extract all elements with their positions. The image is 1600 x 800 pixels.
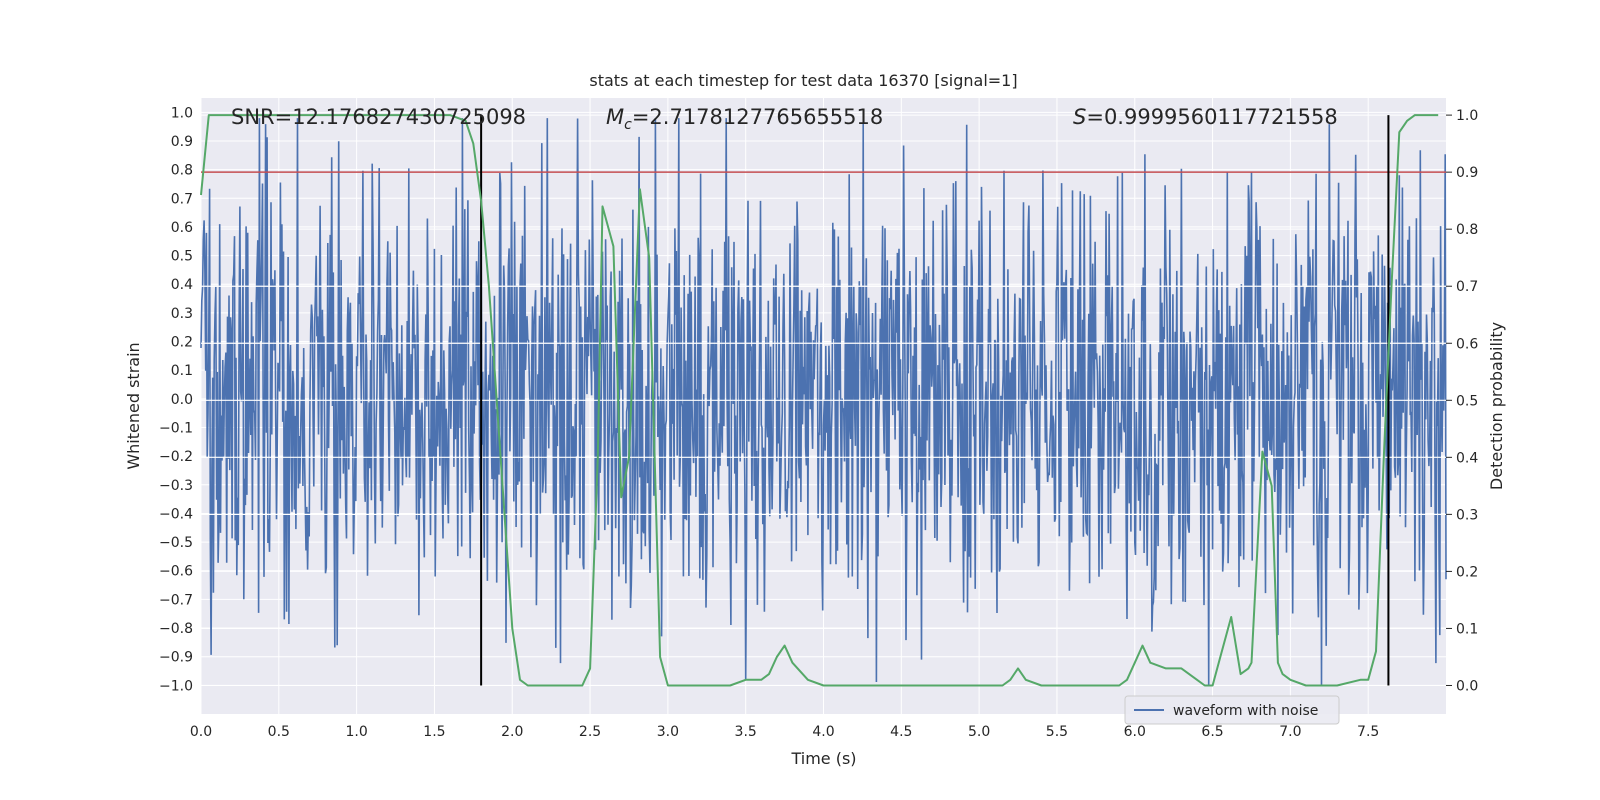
y-tick-label: −0.3 xyxy=(159,478,193,494)
chart-marks xyxy=(200,114,1447,687)
legend: waveform with noise xyxy=(1124,695,1340,725)
y-tick-label: 0.9 xyxy=(171,134,193,150)
x-tick-label: 4.0 xyxy=(812,724,834,740)
legend-box xyxy=(1124,695,1340,725)
chirp-mass-annotation: Mc=2.7178127765655518 xyxy=(606,105,883,133)
y-tick-label: −0.4 xyxy=(159,506,193,522)
score-symbol: S xyxy=(1073,105,1086,129)
y2-tick-label: 0.0 xyxy=(1456,678,1478,694)
y2-tick-label: 0.4 xyxy=(1456,450,1478,466)
y2-tick-label: 0.2 xyxy=(1456,564,1478,580)
y-tick-label: 0.8 xyxy=(171,163,193,179)
score-annotation: S=0.9999560117721558 xyxy=(1073,105,1338,129)
x-tick-label: 3.5 xyxy=(735,724,757,740)
chirp-mass-subscript: c xyxy=(624,117,632,133)
x-tick-label: 1.5 xyxy=(423,724,445,740)
y-tick-label: −0.2 xyxy=(159,449,193,465)
x-tick-label: 5.0 xyxy=(968,724,990,740)
y-tick-label: −1.0 xyxy=(159,678,193,694)
y-tick-label: 0.5 xyxy=(171,249,193,265)
y2-tick-label: 0.8 xyxy=(1456,222,1478,238)
axes: 0.0 0.5 1.0 1.5 2.0 2.5 3.0 3.5 4.0 4.5 5.0 5.5 6.0 6… xyxy=(159,105,1478,740)
chirp-mass-value: =2.7178127765655518 xyxy=(632,105,883,129)
x-tick-label: 0.5 xyxy=(268,724,290,740)
chirp-mass-symbol: M xyxy=(606,105,624,129)
y-tick-label: −0.6 xyxy=(159,564,193,580)
y-tick-label: 1.0 xyxy=(171,105,193,121)
y-tick-label: 0.4 xyxy=(171,277,193,293)
y2-tick-label: 0.3 xyxy=(1456,507,1478,523)
waveform-with-noise-series xyxy=(200,118,1447,686)
x-tick-label: 0.0 xyxy=(190,724,212,740)
x-axis-label: Time (s) xyxy=(790,749,856,768)
y-tick-label: 0.0 xyxy=(171,392,193,408)
y-tick-label: 0.1 xyxy=(171,363,193,379)
y2-axis-label: Detection probability xyxy=(1487,322,1506,490)
y2-tick-label: 0.5 xyxy=(1456,393,1478,409)
y2-tick-label: 0.7 xyxy=(1456,279,1478,295)
y-tick-label: 0.3 xyxy=(171,306,193,322)
x-tick-label: 6.5 xyxy=(1201,724,1223,740)
x-tick-label: 5.5 xyxy=(1046,724,1068,740)
x-tick-label: 2.5 xyxy=(579,724,601,740)
y2-tick-label: 0.1 xyxy=(1456,621,1478,637)
y-tick-label: 0.2 xyxy=(171,335,193,351)
x-tick-label: 4.5 xyxy=(890,724,912,740)
y-axis-label: Whitened strain xyxy=(124,342,143,469)
x-tick-label: 7.0 xyxy=(1279,724,1301,740)
y-tick-label: −0.1 xyxy=(159,420,193,436)
score-value: =0.9999560117721558 xyxy=(1086,105,1337,129)
y2-tick-label: 0.9 xyxy=(1456,165,1478,181)
y-tick-label: 0.6 xyxy=(171,220,193,236)
y-tick-label: 0.7 xyxy=(171,191,193,207)
x-tick-label: 6.0 xyxy=(1124,724,1146,740)
x-tick-label: 7.5 xyxy=(1357,724,1379,740)
snr-annotation: SNR=12.176827430725098 xyxy=(231,105,526,129)
y2-tick-label: 0.6 xyxy=(1456,336,1478,352)
y-tick-label: −0.8 xyxy=(159,621,193,637)
x-tick-label: 2.0 xyxy=(501,724,523,740)
x-tick-label: 1.0 xyxy=(345,724,367,740)
y-tick-label: −0.7 xyxy=(159,592,193,608)
y2-tick-label: 1.0 xyxy=(1456,108,1478,124)
detection-probability-series xyxy=(200,114,1439,687)
plot-area xyxy=(200,98,1447,714)
x-tick-label: 3.0 xyxy=(657,724,679,740)
chart-title: stats at each timestep for test data 163… xyxy=(589,71,1017,90)
legend-label: waveform with noise xyxy=(1173,703,1318,719)
y-tick-label: −0.5 xyxy=(159,535,193,551)
y-tick-label: −0.9 xyxy=(159,650,193,666)
